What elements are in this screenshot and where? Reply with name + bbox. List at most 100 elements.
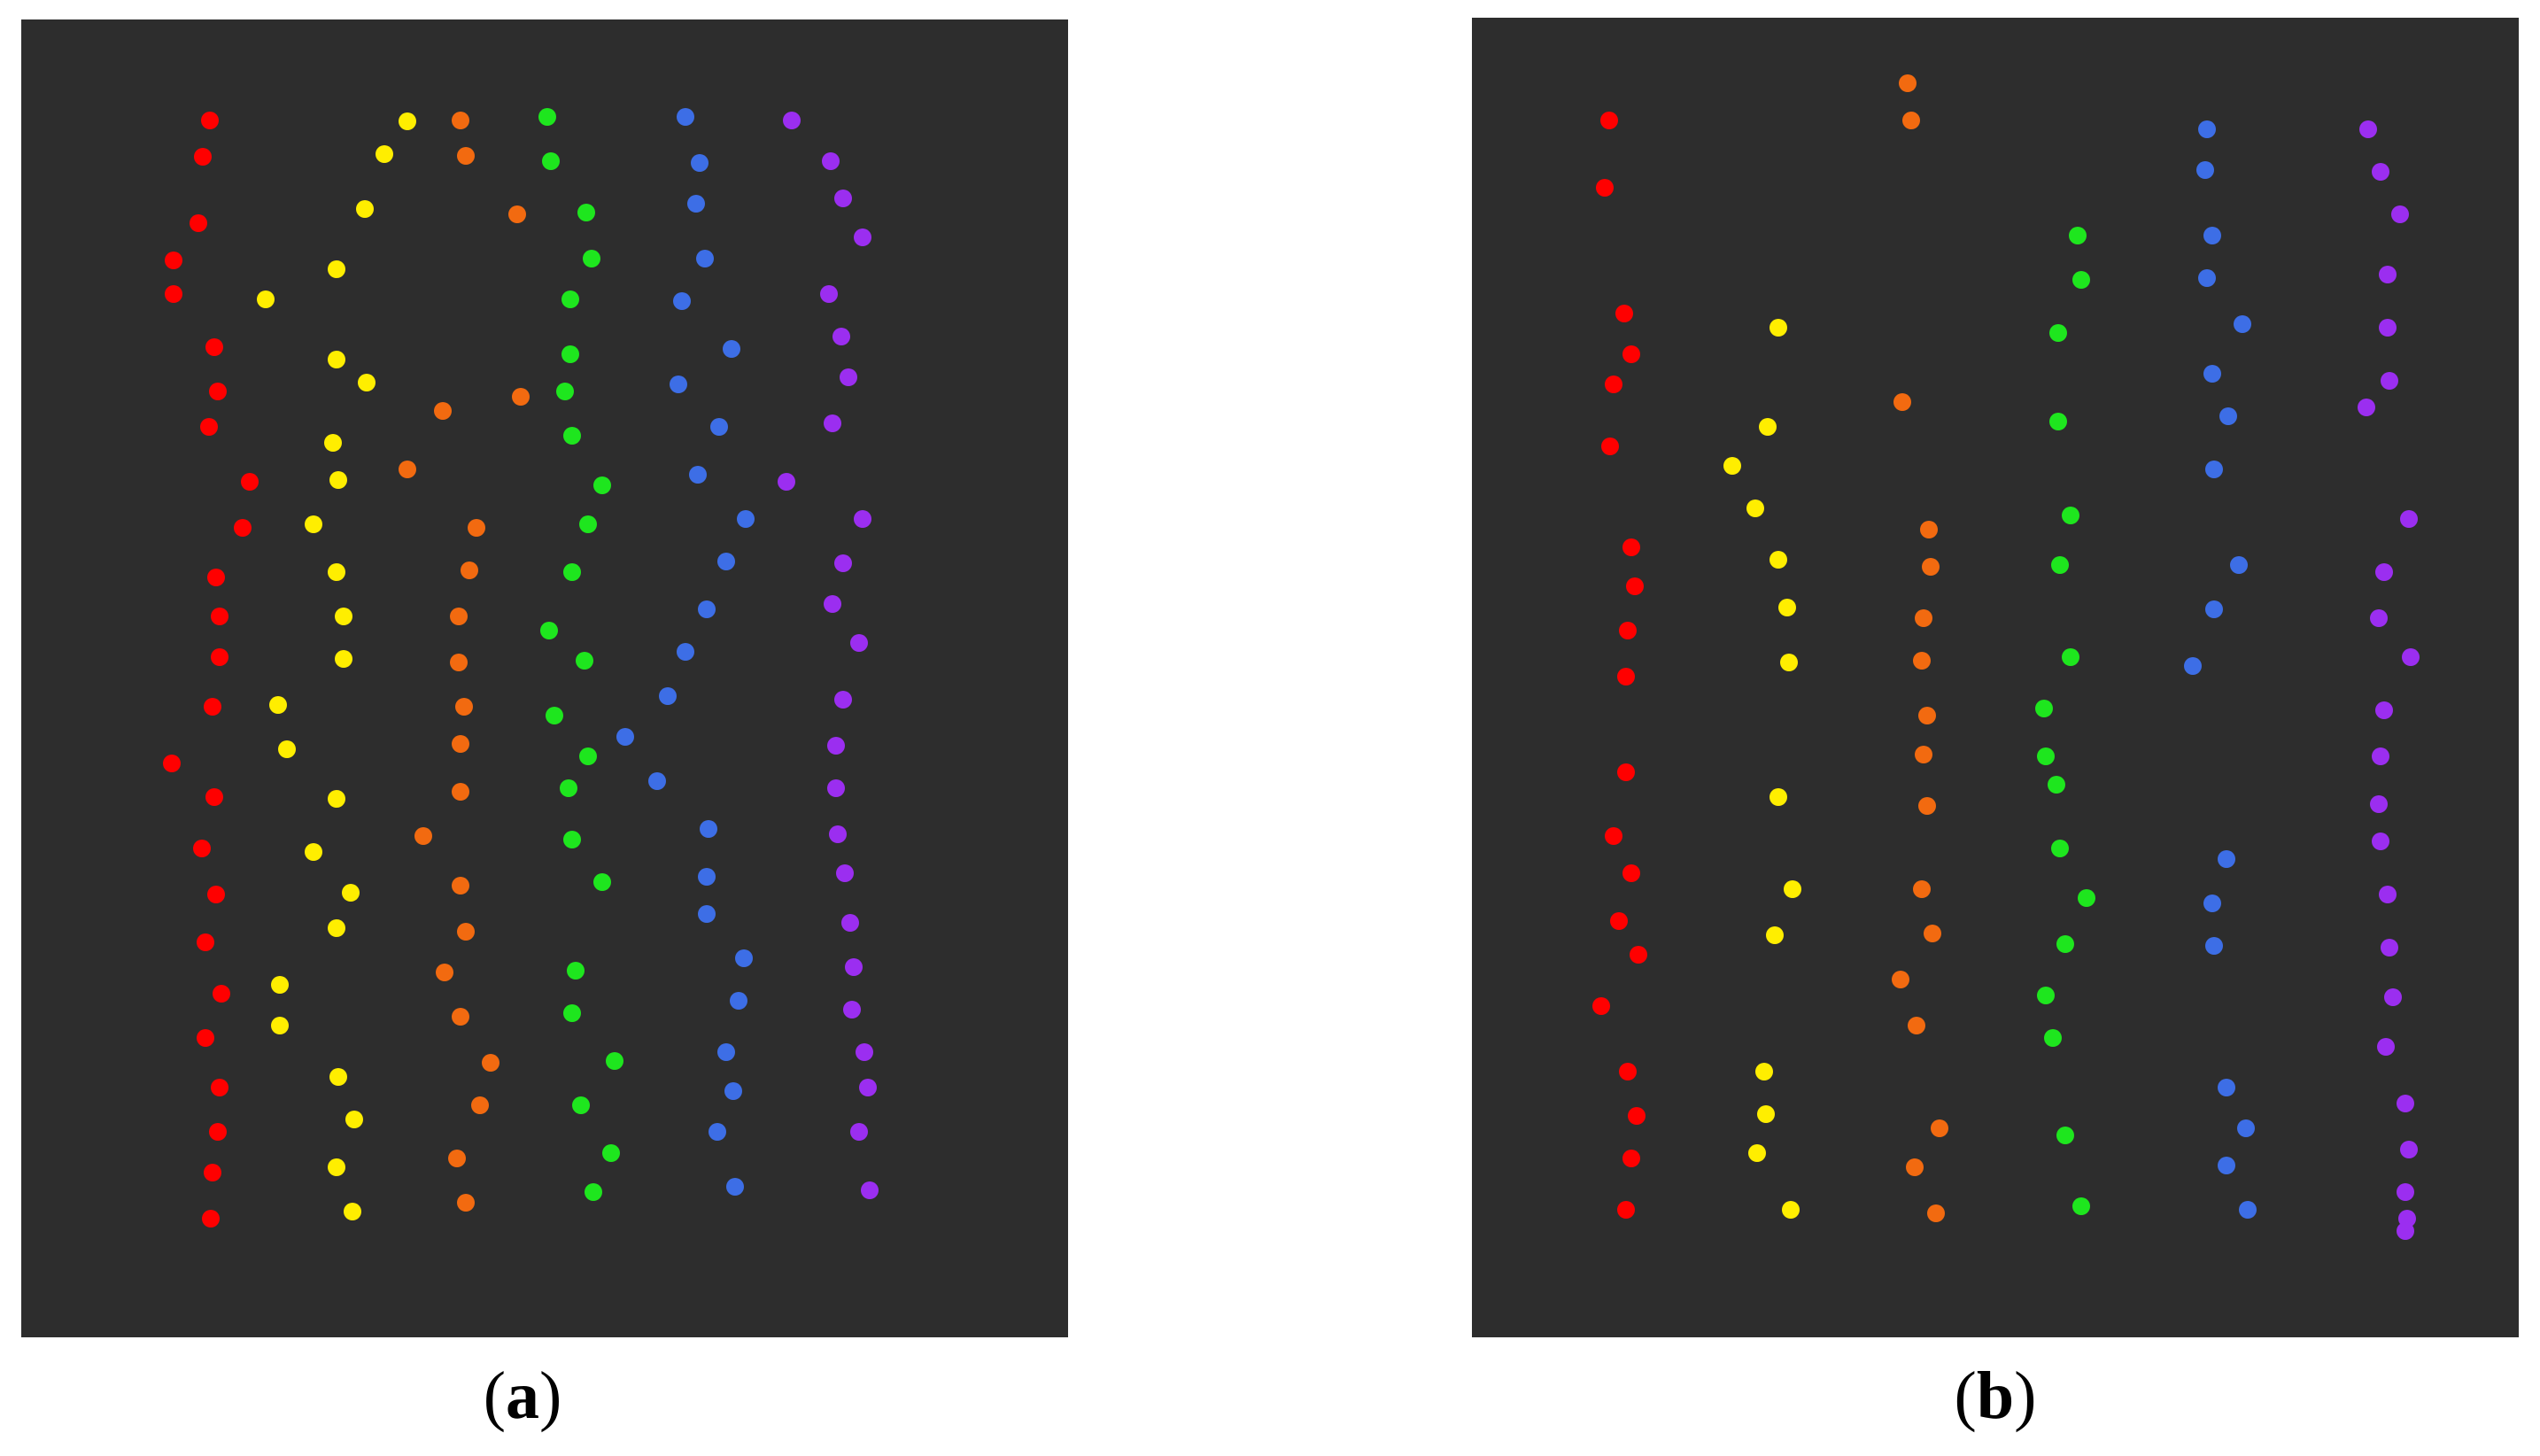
- yellow-marker-dot: [1769, 788, 1787, 806]
- green-marker-dot: [602, 1144, 620, 1162]
- red-marker-dot: [1630, 946, 1647, 964]
- yellow-marker-dot: [1759, 418, 1777, 436]
- purple-marker-dot: [856, 1043, 873, 1061]
- green-marker-dot: [2037, 987, 2055, 1004]
- purple-marker-dot: [834, 190, 852, 207]
- red-marker-dot: [197, 1029, 214, 1047]
- yellow-marker-dot: [345, 1111, 363, 1128]
- red-marker-dot: [209, 1123, 227, 1141]
- purple-marker-dot: [2379, 886, 2397, 903]
- orange-marker-dot: [414, 827, 432, 845]
- green-marker-dot: [546, 707, 563, 724]
- yellow-marker-dot: [1780, 654, 1798, 671]
- orange-marker-dot: [452, 877, 469, 895]
- purple-marker-dot: [834, 691, 852, 709]
- red-marker-dot: [204, 1164, 221, 1181]
- yellow-marker-dot: [335, 608, 352, 625]
- blue-marker-dot: [2218, 850, 2235, 868]
- purple-marker-dot: [2359, 120, 2377, 138]
- red-marker-dot: [205, 788, 223, 806]
- purple-marker-dot: [2370, 795, 2388, 813]
- orange-marker-dot: [450, 654, 468, 671]
- purple-marker-dot: [841, 914, 859, 932]
- red-marker-dot: [211, 648, 228, 666]
- purple-marker-dot: [2379, 319, 2397, 337]
- blue-marker-dot: [730, 992, 747, 1010]
- blue-marker-dot: [2219, 407, 2237, 425]
- yellow-marker-dot: [305, 843, 322, 861]
- yellow-marker-dot: [1784, 880, 1801, 898]
- orange-marker-dot: [1927, 1204, 1945, 1222]
- orange-marker-dot: [1899, 74, 1917, 92]
- purple-marker-dot: [850, 1123, 868, 1141]
- yellow-marker-dot: [342, 884, 360, 902]
- orange-marker-dot: [1918, 797, 1936, 815]
- green-marker-dot: [579, 747, 597, 765]
- green-marker-dot: [567, 962, 585, 980]
- purple-marker-dot: [822, 152, 840, 170]
- red-marker-dot: [241, 473, 259, 491]
- yellow-marker-dot: [329, 1068, 347, 1086]
- purple-marker-dot: [843, 1001, 861, 1018]
- orange-marker-dot: [1931, 1119, 1948, 1137]
- red-marker-dot: [1596, 179, 1614, 197]
- purple-marker-dot: [2377, 1038, 2395, 1056]
- red-marker-dot: [200, 418, 218, 436]
- blue-marker-dot: [2198, 269, 2216, 287]
- yellow-marker-dot: [1723, 457, 1741, 475]
- yellow-marker-dot: [1755, 1063, 1773, 1080]
- panel-a-caption: (a): [483, 1359, 562, 1433]
- yellow-marker-dot: [1766, 926, 1784, 944]
- purple-marker-dot: [2372, 163, 2389, 181]
- purple-marker-dot: [2375, 701, 2393, 719]
- orange-marker-dot: [1913, 652, 1931, 670]
- orange-marker-dot: [455, 698, 473, 716]
- blue-marker-dot: [2196, 161, 2214, 179]
- orange-marker-dot: [457, 923, 475, 941]
- red-marker-dot: [1619, 622, 1637, 639]
- green-marker-dot: [585, 1183, 602, 1201]
- green-marker-dot: [2062, 507, 2079, 524]
- red-marker-dot: [193, 840, 211, 857]
- orange-marker-dot: [1908, 1017, 1925, 1034]
- orange-marker-dot: [452, 1008, 469, 1026]
- red-marker-dot: [1619, 1063, 1637, 1080]
- green-marker-dot: [560, 779, 577, 797]
- yellow-marker-dot: [335, 650, 352, 668]
- blue-marker-dot: [735, 949, 753, 967]
- green-marker-dot: [2072, 271, 2090, 289]
- green-marker-dot: [2051, 556, 2069, 574]
- orange-marker-dot: [1893, 393, 1911, 411]
- red-marker-dot: [1617, 763, 1635, 781]
- blue-marker-dot: [2237, 1119, 2255, 1137]
- yellow-marker-dot: [328, 260, 345, 278]
- red-marker-dot: [207, 569, 225, 586]
- panel-a-label: a: [506, 1359, 539, 1433]
- blue-marker-dot: [710, 418, 728, 436]
- red-marker-dot: [1622, 538, 1640, 556]
- red-marker-dot: [234, 519, 252, 537]
- green-marker-dot: [561, 290, 579, 308]
- red-marker-dot: [1605, 376, 1622, 393]
- yellow-marker-dot: [1748, 1144, 1766, 1162]
- orange-marker-dot: [1918, 707, 1936, 724]
- purple-marker-dot: [2379, 266, 2397, 283]
- green-marker-dot: [2049, 324, 2067, 342]
- red-marker-dot: [1610, 912, 1628, 930]
- panel-a-image: [21, 19, 1068, 1337]
- red-marker-dot: [1600, 112, 1618, 129]
- blue-marker-dot: [717, 1043, 735, 1061]
- orange-marker-dot: [1922, 558, 1940, 576]
- red-marker-dot: [205, 338, 223, 356]
- yellow-marker-dot: [328, 351, 345, 368]
- green-marker-dot: [593, 476, 611, 494]
- green-marker-dot: [576, 652, 593, 670]
- green-marker-dot: [577, 204, 595, 221]
- purple-marker-dot: [824, 595, 841, 613]
- blue-marker-dot: [691, 154, 709, 172]
- orange-marker-dot: [436, 964, 453, 981]
- blue-marker-dot: [648, 772, 666, 790]
- green-marker-dot: [2051, 840, 2069, 857]
- red-marker-dot: [197, 933, 214, 951]
- blue-marker-dot: [700, 820, 717, 838]
